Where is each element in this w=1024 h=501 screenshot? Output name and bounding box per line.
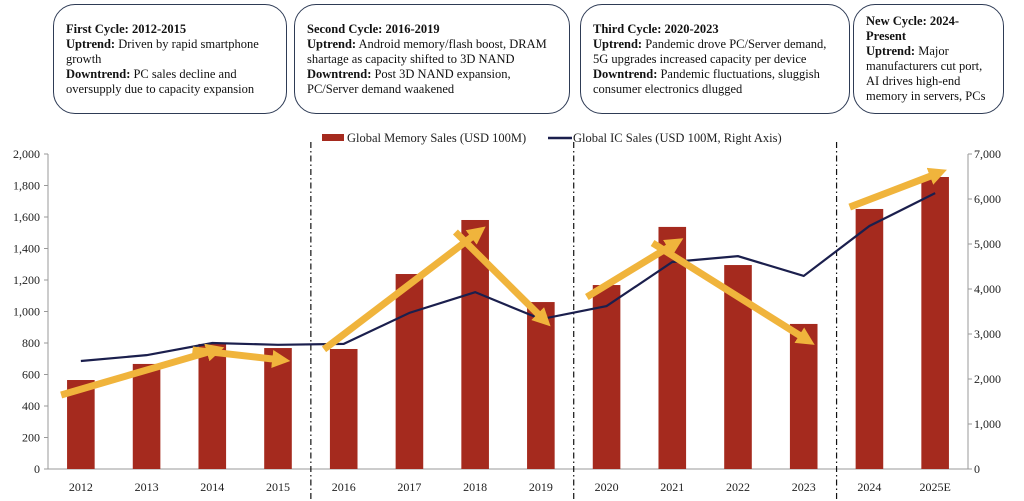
uptrend-text: Major manufacturers cut port, AI drives … — [866, 44, 986, 103]
memory-sales-bar — [198, 343, 227, 469]
uptrend-text: Pandemic drove PC/Server demand, 5G upgr… — [593, 36, 827, 66]
uptrend-label: Uptrend: — [866, 44, 916, 58]
right-axis-tick-label: 2,000 — [974, 372, 1001, 386]
uptrend-text: Android memory/flash boost, DRAM shartag… — [307, 36, 547, 66]
memory-sales-bar — [921, 176, 949, 469]
uptrend-label: Uptrend: — [66, 36, 116, 51]
x-axis-tick-label: 2015 — [266, 480, 290, 494]
left-axis-tick-label: 1,800 — [13, 179, 40, 193]
downtrend-label: Downtrend: — [593, 66, 658, 81]
cycle-title: Third Cycle: 2020-2023 — [593, 21, 719, 36]
cycle-box-third: Third Cycle: 2020-2023 Uptrend: Pandemic… — [580, 4, 850, 114]
left-axis-tick-label: 400 — [22, 399, 40, 413]
uptrend-label: Uptrend: — [593, 36, 643, 51]
cycle-title: New Cycle: 2024-Present — [866, 14, 960, 43]
trend-arrow — [192, 346, 291, 369]
downtrend-text: Pandemic fluctuations, sluggish consumer… — [593, 66, 820, 96]
right-axis-tick-label: 3,000 — [974, 327, 1001, 341]
trend-arrow — [650, 240, 815, 345]
x-axis-tick-label: 2021 — [660, 480, 684, 494]
uptrend-text: Driven by rapid smartphone growth — [66, 36, 259, 66]
cycle-box-new: New Cycle: 2024-Present Uptrend: Major m… — [853, 4, 1004, 114]
memory-sales-bar — [264, 348, 292, 469]
x-axis-tick-label: 2017 — [397, 480, 421, 494]
x-axis-tick-label: 2025E — [919, 480, 950, 494]
memory-sales-bar — [132, 363, 161, 469]
trend-arrow — [321, 226, 486, 353]
memory-sales-bar — [527, 302, 555, 469]
x-axis-tick-label: 2022 — [726, 480, 750, 494]
right-axis-tick-label: 5,000 — [974, 237, 1001, 251]
left-axis-tick-label: 2,000 — [13, 147, 40, 161]
left-axis-tick-label: 0 — [34, 462, 40, 476]
memory-sales-bar — [395, 274, 424, 469]
x-axis-tick-label: 2016 — [332, 480, 356, 494]
x-axis-tick-label: 2020 — [595, 480, 619, 494]
left-axis-tick-label: 800 — [22, 336, 40, 350]
downtrend-text: PC sales decline and oversupply due to c… — [66, 66, 255, 96]
memory-sales-bar — [789, 323, 818, 469]
right-axis-tick-label: 6,000 — [974, 192, 1001, 206]
left-axis-tick-label: 1,000 — [13, 305, 40, 319]
trend-arrow — [60, 343, 225, 399]
right-axis-tick-label: 7,000 — [974, 147, 1001, 161]
left-axis-tick-label: 200 — [22, 431, 40, 445]
downtrend-label: Downtrend: — [66, 66, 131, 81]
legend-swatch-memory-sales — [322, 134, 344, 141]
right-axis-tick-label: 1,000 — [974, 417, 1001, 431]
ic-sales-line — [80, 192, 936, 363]
trend-arrow — [452, 229, 551, 327]
memory-sales-bar — [855, 208, 884, 469]
downtrend-label: Downtrend: — [307, 66, 372, 81]
x-axis-tick-label: 2014 — [200, 480, 224, 494]
legend-label-ic-sales: Global IC Sales (USD 100M, Right Axis) — [573, 131, 782, 145]
x-axis-tick-label: 2023 — [792, 480, 816, 494]
memory-sales-bar — [592, 285, 621, 469]
legend-label-memory-sales: Global Memory Sales (USD 100M) — [347, 131, 526, 145]
downtrend-text: Post 3D NAND expansion, PC/Server demand… — [307, 66, 511, 96]
left-axis-tick-label: 1,200 — [13, 273, 40, 287]
cycle-title: Second Cycle: 2016-2019 — [307, 21, 440, 36]
x-axis-tick-label: 2013 — [135, 480, 159, 494]
left-axis-tick-label: 1,400 — [13, 242, 40, 256]
left-axis-tick-label: 600 — [22, 368, 40, 382]
cycle-title: First Cycle: 2012-2015 — [66, 21, 187, 36]
trend-arrow — [848, 167, 947, 211]
x-axis-tick-label: 2024 — [857, 480, 881, 494]
cycle-box-first: First Cycle: 2012-2015 Uptrend: Driven b… — [53, 4, 287, 114]
right-axis-tick-label: 0 — [974, 462, 980, 476]
memory-sales-bar — [329, 348, 358, 469]
x-axis-tick-label: 2018 — [463, 480, 487, 494]
x-axis-tick-label: 2012 — [69, 480, 93, 494]
right-axis-tick-label: 4,000 — [974, 282, 1001, 296]
x-axis-tick-label: 2019 — [529, 480, 553, 494]
cycle-box-second: Second Cycle: 2016-2019 Uptrend: Android… — [294, 4, 570, 114]
left-axis-tick-label: 1,600 — [13, 210, 40, 224]
uptrend-label: Uptrend: — [307, 36, 357, 51]
